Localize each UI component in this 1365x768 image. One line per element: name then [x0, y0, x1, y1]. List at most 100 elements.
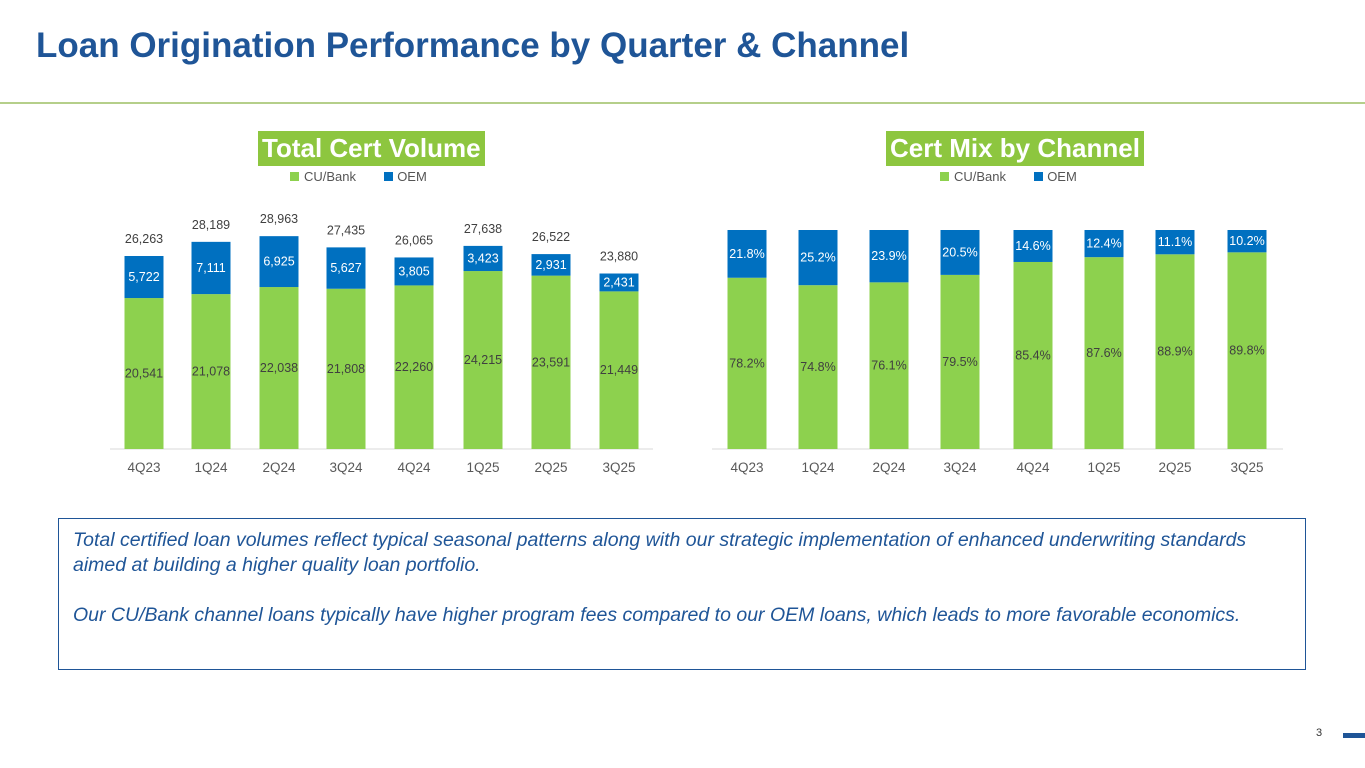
- data-label-cu-bank-share-1Q25: 87.6%: [1086, 346, 1121, 360]
- x-tick-1Q24: 1Q24: [194, 460, 228, 475]
- data-label-total-1Q24: 28,189: [192, 218, 230, 232]
- bar-cu-bank-3Q25: [599, 291, 639, 449]
- data-label-cu-bank-1Q25: 24,215: [464, 353, 502, 367]
- bar-oem-4Q23: [124, 256, 164, 299]
- data-label-oem-2Q24: 6,925: [263, 255, 294, 269]
- page-title: Loan Origination Performance by Quarter …: [36, 26, 910, 65]
- data-label-cu-bank-2Q24: 22,038: [260, 361, 298, 375]
- data-label-oem-1Q24: 7,111: [196, 261, 225, 275]
- commentary-paragraph-2: Our CU/Bank channel loans typically have…: [73, 604, 1241, 626]
- bar-cu-bank-1Q25: [463, 271, 503, 449]
- data-label-oem-4Q24: 3,805: [398, 264, 429, 278]
- data-label-total-3Q24: 27,435: [327, 223, 365, 237]
- data-label-cu-bank-share-2Q25: 88.9%: [1157, 345, 1192, 359]
- data-label-cu-bank-share-4Q24: 85.4%: [1015, 348, 1050, 362]
- page-accent-bar: [1343, 733, 1365, 738]
- legend-label-oem: OEM: [397, 169, 427, 184]
- bar-oem-share-3Q24: [940, 230, 980, 275]
- bar-oem-1Q25: [463, 245, 503, 272]
- bar-oem-3Q24: [326, 247, 366, 289]
- data-label-cu-bank-share-2Q24: 76.1%: [871, 359, 906, 373]
- chart-title-mix: Cert Mix by Channel: [886, 131, 1144, 166]
- data-label-oem-share-3Q24: 20.5%: [942, 245, 977, 259]
- bar-cu-bank-share-1Q24: [798, 285, 838, 449]
- data-label-total-2Q25: 26,522: [532, 230, 570, 244]
- data-label-cu-bank-share-3Q24: 79.5%: [942, 355, 977, 369]
- x-tick-mix-2Q24: 2Q24: [872, 460, 906, 475]
- x-tick-1Q25: 1Q25: [466, 460, 499, 475]
- x-tick-2Q24: 2Q24: [262, 460, 296, 475]
- data-label-cu-bank-2Q25: 23,591: [532, 355, 570, 369]
- legend-label-cu-bank: CU/Bank: [954, 169, 1007, 184]
- commentary-box: Total certified loan volumes reflect typ…: [58, 518, 1306, 670]
- bar-cu-bank-share-4Q24: [1013, 261, 1053, 449]
- bar-cu-bank-2Q24: [259, 287, 299, 449]
- x-tick-4Q24: 4Q24: [397, 460, 431, 475]
- data-label-oem-share-4Q24: 14.6%: [1015, 239, 1050, 253]
- data-label-total-4Q24: 26,065: [395, 233, 433, 247]
- bar-oem-2Q24: [259, 236, 299, 288]
- x-tick-4Q23: 4Q23: [127, 460, 160, 475]
- x-tick-mix-1Q24: 1Q24: [801, 460, 835, 475]
- legend-swatch-oem: [1034, 172, 1043, 181]
- x-tick-2Q25: 2Q25: [534, 460, 567, 475]
- bar-oem-4Q24: [394, 257, 434, 286]
- bar-cu-bank-1Q24: [191, 294, 231, 449]
- bar-cu-bank-share-4Q23: [727, 277, 767, 449]
- legend-swatch-oem: [384, 172, 393, 181]
- data-label-oem-share-3Q25: 10.2%: [1229, 234, 1264, 248]
- data-label-total-2Q24: 28,963: [260, 212, 298, 226]
- x-tick-mix-3Q24: 3Q24: [943, 460, 977, 475]
- data-label-cu-bank-3Q24: 21,808: [327, 362, 365, 376]
- data-label-oem-share-2Q24: 23.9%: [871, 249, 906, 263]
- x-tick-mix-3Q25: 3Q25: [1230, 460, 1263, 475]
- x-tick-3Q24: 3Q24: [329, 460, 363, 475]
- bar-cu-bank-share-1Q25: [1084, 257, 1124, 449]
- data-label-oem-share-1Q24: 25.2%: [800, 251, 835, 265]
- bar-cu-bank-share-2Q24: [869, 282, 909, 449]
- bar-cu-bank-2Q25: [531, 275, 571, 449]
- chart-title-volume: Total Cert Volume: [258, 131, 485, 166]
- data-label-oem-1Q25: 3,423: [467, 251, 498, 265]
- data-label-oem-3Q25: 2,431: [603, 275, 634, 289]
- legend-swatch-cu-bank: [290, 172, 299, 181]
- bar-cu-bank-3Q24: [326, 288, 366, 449]
- data-label-oem-2Q25: 2,931: [535, 258, 566, 272]
- data-label-cu-bank-1Q24: 21,078: [192, 365, 230, 379]
- x-tick-mix-4Q24: 4Q24: [1016, 460, 1050, 475]
- data-label-cu-bank-share-4Q23: 78.2%: [729, 356, 764, 370]
- data-label-cu-bank-share-1Q24: 74.8%: [800, 360, 835, 374]
- x-tick-mix-2Q25: 2Q25: [1158, 460, 1191, 475]
- bar-cu-bank-share-2Q25: [1155, 254, 1195, 449]
- data-label-total-3Q25: 23,880: [600, 250, 638, 264]
- bar-oem-1Q24: [191, 241, 231, 295]
- title-divider: [0, 102, 1365, 104]
- legend-label-oem: OEM: [1047, 169, 1077, 184]
- bar-oem-share-1Q24: [798, 230, 838, 286]
- commentary-paragraph-1: Total certified loan volumes reflect typ…: [73, 529, 1247, 576]
- bar-oem-share-2Q25: [1155, 230, 1195, 255]
- data-label-oem-3Q24: 5,627: [330, 261, 361, 275]
- data-label-total-1Q25: 27,638: [464, 222, 502, 236]
- x-tick-mix-4Q23: 4Q23: [730, 460, 763, 475]
- data-label-cu-bank-4Q24: 22,260: [395, 360, 433, 374]
- data-label-cu-bank-4Q23: 20,541: [125, 367, 163, 381]
- bar-cu-bank-share-3Q25: [1227, 252, 1267, 449]
- legend-swatch-cu-bank: [940, 172, 949, 181]
- data-label-cu-bank-share-3Q25: 89.8%: [1229, 344, 1264, 358]
- x-tick-mix-1Q25: 1Q25: [1087, 460, 1120, 475]
- page-number: 3: [1316, 727, 1323, 739]
- bar-cu-bank-share-3Q24: [940, 274, 980, 449]
- x-tick-3Q25: 3Q25: [602, 460, 635, 475]
- bar-oem-share-1Q25: [1084, 230, 1124, 258]
- data-label-oem-share-1Q25: 12.4%: [1086, 237, 1121, 251]
- legend-label-cu-bank: CU/Bank: [304, 169, 357, 184]
- data-label-total-4Q23: 26,263: [125, 232, 163, 246]
- data-label-oem-share-4Q23: 21.8%: [729, 247, 764, 261]
- bar-oem-share-4Q23: [727, 230, 767, 278]
- bar-oem-share-3Q25: [1227, 230, 1267, 253]
- data-label-oem-share-2Q25: 11.1%: [1158, 235, 1193, 249]
- bar-oem-share-4Q24: [1013, 230, 1053, 262]
- bar-oem-share-2Q24: [869, 230, 909, 283]
